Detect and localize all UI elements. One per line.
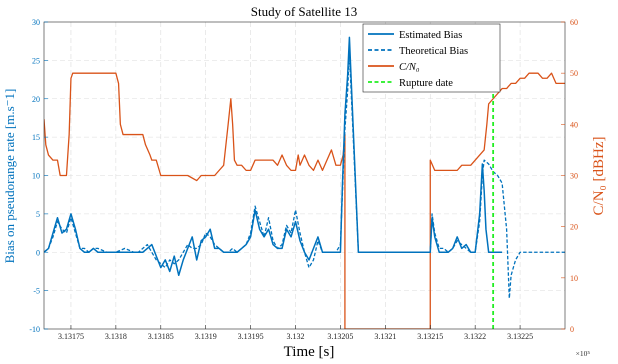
legend-label-theoretical-bias: Theoretical Bias (399, 46, 468, 57)
y-left-tick-label: 15 (32, 133, 40, 142)
legend-item-rupture-date: Rupture date (368, 78, 453, 89)
y-axis-right-title: C/N₀ [dBHz] (591, 137, 607, 216)
y-right-tick-label: 60 (570, 18, 578, 27)
x-tick-label: 3.1322 (464, 332, 486, 341)
y-axis-left-title: Bias on pseudorange rate [m.s⁻1] (2, 89, 17, 264)
x-tick-label: 3.13225 (507, 332, 533, 341)
y-left-tick-label: 0 (36, 248, 40, 257)
y-left-tick-label: -10 (29, 325, 40, 334)
y-right-tick-label: 50 (570, 69, 578, 78)
y-left-tick-label: 25 (32, 56, 40, 65)
legend-item-theoretical-bias: Theoretical Bias (368, 46, 468, 57)
x-tick-label: 3.13205 (327, 332, 353, 341)
y-left-tick-label: 20 (32, 95, 40, 104)
legend-box (362, 23, 501, 93)
y-left-tick-label: 5 (36, 210, 40, 219)
series-line-cn0 (44, 72, 565, 329)
legend-item-estimated-bias: Estimated Bias (368, 30, 462, 41)
y-left-tick-label: -5 (33, 287, 40, 296)
series-line-estimated-bias (44, 36, 503, 277)
y-right-tick-label: 20 (570, 223, 578, 232)
series-line-theoretical-bias (44, 52, 565, 299)
y-left-tick-label: 30 (32, 18, 40, 27)
legend: Estimated Bias Theoretical Bias C/N₀ Rup… (362, 23, 501, 93)
legend-item-cn0: C/N₀ (368, 62, 420, 73)
y-right-tick-label: 40 (570, 120, 578, 129)
x-tick-label: 3.1319 (195, 332, 217, 341)
legend-label-estimated-bias: Estimated Bias (399, 30, 462, 41)
ticks: 3.13175 3.1318 3.13185 3.1319 3.13195 3.132 3.… (29, 18, 578, 341)
x-tick-label: 3.13185 (148, 332, 174, 341)
legend-label-rupture-date: Rupture date (399, 78, 453, 89)
x-tick-label: 3.132 (287, 332, 305, 341)
legend-label-cn0: C/N₀ (399, 62, 420, 73)
x-tick-label: 3.1318 (105, 332, 127, 341)
x-tick-label: 3.1321 (374, 332, 396, 341)
x-tick-label: 3.13215 (417, 332, 443, 341)
y-right-tick-label: 0 (570, 325, 574, 334)
y-right-tick-label: 30 (570, 172, 578, 181)
y-right-tick-label: 10 (570, 274, 578, 283)
x-tick-label: 3.13175 (58, 332, 84, 341)
x-axis-exponent: ×10⁵ (576, 349, 591, 358)
y-left-tick-label: 10 (32, 172, 40, 181)
x-axis-title: Time [s] (284, 344, 335, 360)
chart-title: Study of Satellite 13 (251, 4, 358, 19)
x-tick-label: 3.13195 (238, 332, 264, 341)
